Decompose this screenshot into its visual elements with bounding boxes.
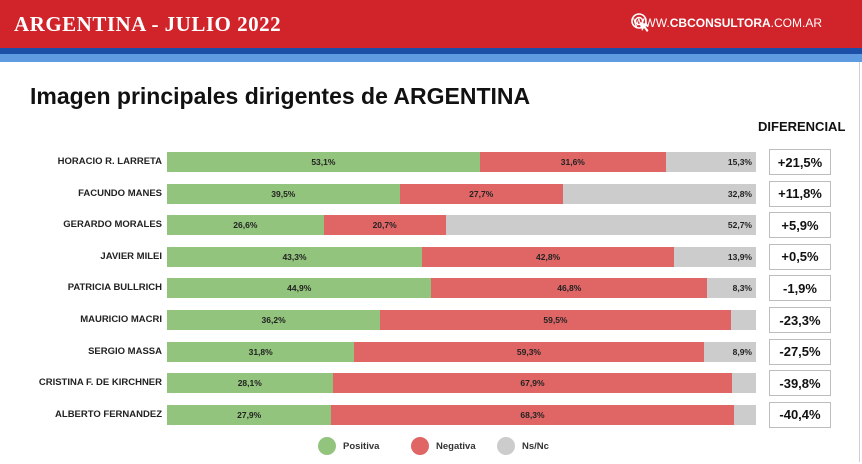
bar-ns-nc: 52,7% xyxy=(445,215,756,236)
bar-negativa: 67,9% xyxy=(332,373,733,394)
bar-negativa: 59,3% xyxy=(354,341,704,362)
bar-negativa: 31,6% xyxy=(479,152,666,172)
bar-value-label: 31,6% xyxy=(560,157,585,167)
legend-swatch xyxy=(497,437,515,455)
bar-value-label: 53,1% xyxy=(311,157,336,167)
category-label: PATRICIA BULLRICH xyxy=(67,282,162,294)
differential-value: -1,9% xyxy=(769,275,831,302)
differential-value: -40,4% xyxy=(769,401,831,428)
bar-positiva: 36,2% xyxy=(167,310,381,330)
differential-value: +11,8% xyxy=(769,180,831,207)
bar-value-label: 8,3% xyxy=(732,283,752,294)
chart-title: Imagen principales dirigentes de ARGENTI… xyxy=(30,83,531,109)
legend-label: Positiva xyxy=(343,440,380,452)
bar-value-label: 68,3% xyxy=(520,409,545,420)
differential-value: -23,3% xyxy=(769,307,831,333)
bar-value-label: 28,1% xyxy=(237,378,262,389)
bar-positiva: 28,1% xyxy=(167,373,333,394)
header-bar: ARGENTINA - JULIO 2022 WWW.CBCONSULTORA.… xyxy=(0,0,862,48)
bar-negativa: 59,5% xyxy=(380,310,731,330)
bar-value-label: 27,7% xyxy=(469,188,494,199)
bar-positiva: 43,3% xyxy=(167,246,423,267)
site-bold: CBCONSULTORA xyxy=(669,16,771,30)
header-stripe-dark xyxy=(0,48,862,54)
category-label: GERARDO MORALES xyxy=(63,219,162,231)
bar-negativa: 42,8% xyxy=(422,246,675,267)
bar-ns-nc: 8,3% xyxy=(707,278,756,299)
bar-positiva: 27,9% xyxy=(167,404,332,425)
bar-negativa: 68,3% xyxy=(331,404,734,425)
bar-value-label: 42,8% xyxy=(536,251,561,262)
bar-value-label: 8,9% xyxy=(732,346,752,357)
site-suffix: .COM.AR xyxy=(770,16,822,30)
bar-ns-nc: 13,9% xyxy=(674,246,756,267)
bar-positiva: 31,8% xyxy=(167,341,355,362)
bar-value-label: 67,9% xyxy=(520,378,545,389)
category-label: HORACIO R. LARRETA xyxy=(57,156,162,167)
legend-item: Positiva xyxy=(318,437,379,455)
category-label: FACUNDO MANES xyxy=(78,187,162,199)
bar-value-label: 26,6% xyxy=(233,220,258,231)
bar-value-label: 59,3% xyxy=(516,346,541,357)
content-frame xyxy=(0,62,860,462)
legend-item: Negativa xyxy=(411,437,476,455)
chart-legend: Positiva Negativa Ns/Nc xyxy=(0,437,862,457)
bar-value-label: 31,8% xyxy=(248,346,273,357)
cursor-click-icon xyxy=(631,13,649,32)
bar-ns-nc: 15,3% xyxy=(665,152,756,172)
bar-ns-nc xyxy=(730,310,756,330)
bar-value-label: 52,7% xyxy=(727,220,752,231)
bar-value-label: 39,5% xyxy=(271,188,296,199)
bar-ns-nc: 8,9% xyxy=(703,341,756,362)
bar-value-label: 36,2% xyxy=(261,315,286,325)
bar-value-label: 27,9% xyxy=(237,409,262,420)
bar-ns-nc xyxy=(733,404,756,425)
legend-label: Negativa xyxy=(436,440,476,452)
bar-value-label: 13,9% xyxy=(727,251,752,262)
differential-value: +21,5% xyxy=(769,149,831,175)
website-link[interactable]: WWW.CBCONSULTORA.COM.AR xyxy=(633,16,822,30)
bar-value-label: 44,9% xyxy=(287,283,312,294)
bar-value-label: 59,5% xyxy=(543,315,568,325)
bar-negativa: 20,7% xyxy=(323,215,446,236)
bar-ns-nc: 32,8% xyxy=(562,183,756,204)
differential-value: +5,9% xyxy=(769,212,831,239)
differential-value: +0,5% xyxy=(769,243,831,270)
bar-negativa: 46,8% xyxy=(431,278,708,299)
bar-positiva: 26,6% xyxy=(167,215,324,236)
site-prefix: WWW. xyxy=(633,16,670,30)
legend-item: Ns/Nc xyxy=(497,437,549,455)
bar-ns-nc xyxy=(732,373,756,394)
bar-value-label: 43,3% xyxy=(282,251,307,262)
category-label: CRISTINA F. DE KIRCHNER xyxy=(38,377,162,389)
bar-positiva: 39,5% xyxy=(167,183,400,204)
bar-value-label: 32,8% xyxy=(727,188,752,199)
legend-swatch xyxy=(318,437,336,455)
differential-value: -27,5% xyxy=(769,338,831,365)
legend-swatch xyxy=(411,437,429,455)
category-label: ALBERTO FERNANDEZ xyxy=(55,408,162,420)
legend-label: Ns/Nc xyxy=(522,440,549,452)
header-title: ARGENTINA - JULIO 2022 xyxy=(14,12,282,36)
differential-value: -39,8% xyxy=(769,370,831,397)
category-label: SERGIO MASSA xyxy=(88,345,162,357)
category-label: MAURICIO MACRI xyxy=(80,314,162,325)
differential-header: DIFERENCIAL xyxy=(758,119,846,134)
bar-value-label: 15,3% xyxy=(727,157,752,167)
bar-positiva: 44,9% xyxy=(167,278,432,299)
header-stripe-light xyxy=(0,54,862,62)
bar-negativa: 27,7% xyxy=(399,183,563,204)
bar-value-label: 46,8% xyxy=(557,283,582,294)
bar-positiva: 53,1% xyxy=(167,152,480,172)
bar-value-label: 20,7% xyxy=(372,220,397,231)
category-label: JAVIER MILEI xyxy=(100,250,162,262)
